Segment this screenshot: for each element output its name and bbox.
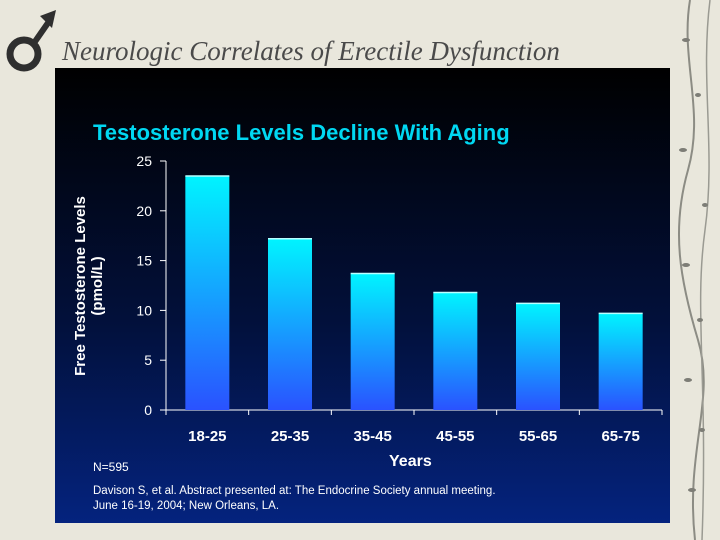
citation-line1: Davison S, et al. Abstract presented at:…: [93, 485, 496, 497]
bar: [433, 292, 478, 410]
slide-title: Neurologic Correlates of Erectile Dysfun…: [62, 36, 560, 66]
sample-size-note: N=595: [93, 460, 129, 474]
y-tick-label: 25: [136, 153, 152, 169]
chart-title: Testosterone Levels Decline With Aging: [93, 120, 510, 145]
citation-line2: June 16-19, 2004; New Orleans, LA.: [93, 500, 280, 512]
y-tick-label: 0: [144, 402, 152, 418]
bar: [185, 175, 230, 410]
male-symbol-icon: [6, 10, 56, 72]
y-axis-label: Free Testosterone Levels (pmol/L): [72, 196, 106, 376]
vine-decoration: [677, 0, 711, 540]
chart-panel: 0 5 10 15 20 25 18-25 25-35 35-45 45-55 55-65 65-75…: [55, 68, 670, 523]
bar: [350, 273, 395, 410]
bar: [516, 303, 560, 410]
y-tick-label: 20: [136, 203, 152, 219]
y-axis-label-line2: (pmol/L): [89, 256, 106, 316]
bar: [268, 238, 312, 410]
x-tick-label: 35-45: [353, 428, 391, 445]
bar-chart: 0 5 10 15 20 25 18-25 25-35 35-45 45-55 55-65 65-75: [136, 153, 663, 445]
citation: Davison S, et al. Abstract presented at:…: [93, 484, 653, 514]
x-tick-label: 25-35: [271, 428, 309, 445]
x-tick-label: 55-65: [519, 428, 557, 445]
y-axis-label-line1: Free Testosterone Levels: [72, 196, 89, 376]
x-axis-label: Years: [389, 453, 432, 470]
y-tick-label: 15: [136, 253, 152, 269]
x-tick-label: 18-25: [188, 428, 226, 445]
bar: [598, 313, 643, 410]
y-tick-label: 5: [144, 352, 152, 368]
x-tick-label: 65-75: [601, 428, 639, 445]
x-tick-label: 45-55: [436, 428, 474, 445]
y-tick-label: 10: [136, 302, 152, 318]
